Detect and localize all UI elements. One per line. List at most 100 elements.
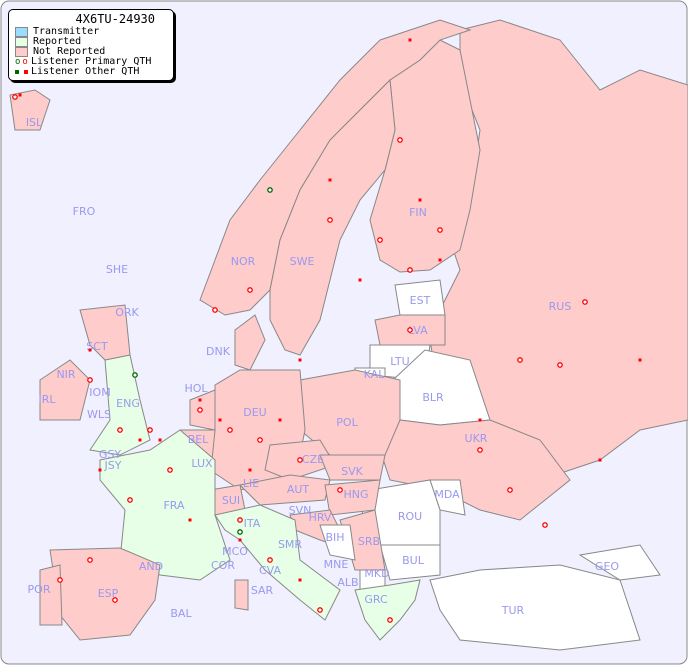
country-label-hrv: HRV: [309, 511, 332, 524]
country-label-svn: SVN: [289, 504, 312, 517]
listener-primary-marker-own: [237, 529, 243, 535]
listener-primary-marker: [297, 457, 303, 463]
country-label-lie: LIE: [243, 477, 259, 490]
country-label-ukr: UKR: [465, 432, 488, 445]
country-label-svk: SVK: [341, 465, 364, 478]
legend-label: Transmitter: [33, 26, 100, 37]
listener-primary-marker: [387, 617, 393, 623]
country-label-blr: BLR: [422, 391, 444, 404]
listener-primary-marker: [87, 557, 93, 563]
listener-other-marker: [438, 258, 442, 262]
square-marker-icon: [15, 70, 31, 74]
country-bul: [379, 544, 441, 581]
listener-primary-marker: [197, 407, 203, 413]
listener-other-marker: [278, 418, 282, 422]
country-label-she: SHE: [106, 263, 128, 276]
listener-primary-marker: [112, 597, 118, 603]
country-label-fro: FRO: [73, 205, 96, 218]
listener-other-marker: [328, 178, 332, 182]
listener-primary-marker: [117, 427, 123, 433]
listener-primary-marker: [267, 557, 273, 563]
country-label-fin: FIN: [409, 206, 427, 219]
country-label-bel: BEL: [188, 433, 209, 446]
listener-primary-marker-own: [267, 187, 273, 193]
listener-other-marker: [248, 468, 252, 472]
country-label-lva: LVA: [408, 324, 428, 337]
legend-reported: Reported: [9, 37, 173, 47]
country-label-deu: DEU: [243, 406, 266, 419]
country-ukr: [379, 419, 571, 521]
country-label-fra: FRA: [163, 499, 185, 512]
legend-label: Reported: [33, 36, 82, 47]
listener-other-marker: [18, 93, 22, 97]
listener-primary-marker: [127, 497, 133, 503]
listener-primary-marker: [212, 307, 218, 313]
country-label-rus: RUS: [549, 300, 572, 313]
country-eng: [89, 354, 151, 456]
listener-other-marker: [98, 468, 102, 472]
legend: 4X6TU-24930 Transmitter Reported Not Rep…: [8, 9, 174, 81]
country-label-jsy: JSY: [104, 459, 122, 472]
country-label-aut: AUT: [287, 483, 310, 496]
country-label-srb: SRB: [358, 535, 380, 548]
country-label-tur: TUR: [501, 604, 525, 617]
listener-primary-marker: [507, 487, 513, 493]
legend-label: Listener Primary QTH: [31, 56, 152, 67]
listener-other-marker: [478, 418, 482, 422]
country-label-mco: MCO: [222, 545, 248, 558]
country-label-ork: ORK: [115, 306, 139, 319]
listener-primary-marker: [147, 427, 153, 433]
country-label-hol: HOL: [184, 382, 208, 395]
country-label-est: EST: [410, 294, 431, 307]
country-label-isl: ISL: [26, 116, 43, 129]
country-tur: [429, 564, 641, 651]
country-label-iom: IOM: [89, 386, 110, 399]
listener-primary-marker: [167, 467, 173, 473]
listener-primary-marker: [227, 427, 233, 433]
country-label-cor: COR: [211, 559, 235, 572]
country-bih: [319, 524, 356, 561]
listener-primary-marker: [377, 237, 383, 243]
listener-other-marker: [638, 358, 642, 362]
listener-other-marker: [218, 418, 222, 422]
listener-primary-marker: [407, 327, 413, 333]
country-label-mkd: MKD: [364, 567, 389, 580]
listener-primary-marker: [407, 267, 413, 273]
listener-primary-marker: [557, 362, 563, 368]
country-sct: [79, 304, 131, 361]
country-por: [39, 564, 63, 626]
listener-other-marker: [88, 348, 92, 352]
country-isl: [9, 89, 51, 131]
listener-other-marker: [188, 518, 192, 522]
country-label-grc: GRC: [364, 593, 388, 606]
country-label-ltu: LTU: [390, 355, 409, 368]
country-label-alb: ALB: [337, 576, 358, 589]
legend-not-reported: Not Reported: [9, 47, 173, 57]
country-label-eng: ENG: [116, 397, 140, 410]
listener-primary-marker: [337, 487, 343, 493]
listener-primary-marker: [257, 437, 263, 443]
country-label-rou: ROU: [398, 510, 422, 523]
listener-other-marker: [198, 398, 202, 402]
country-fin: [369, 39, 481, 273]
listener-other-marker: [298, 358, 302, 362]
reported-swatch: [15, 37, 28, 47]
country-label-nir: NIR: [56, 368, 75, 381]
country-label-sui: SUI: [222, 494, 240, 507]
country-label-mne: MNE: [324, 558, 349, 571]
country-label-bal: BAL: [170, 607, 192, 620]
listener-primary-marker: [327, 217, 333, 223]
country-esp: [49, 547, 161, 641]
country-label-ita: ITA: [244, 517, 261, 530]
listener-primary-marker: [57, 577, 63, 583]
country-grc: [354, 579, 421, 641]
legend-title: 4X6TU-24930: [75, 12, 155, 26]
country-label-and: AND: [139, 560, 163, 573]
listener-other-marker: [418, 198, 422, 202]
country-label-por: POR: [28, 583, 51, 596]
country-irl: [39, 359, 91, 421]
country-ita: [214, 504, 341, 621]
country-label-kal: KAL: [364, 368, 386, 381]
